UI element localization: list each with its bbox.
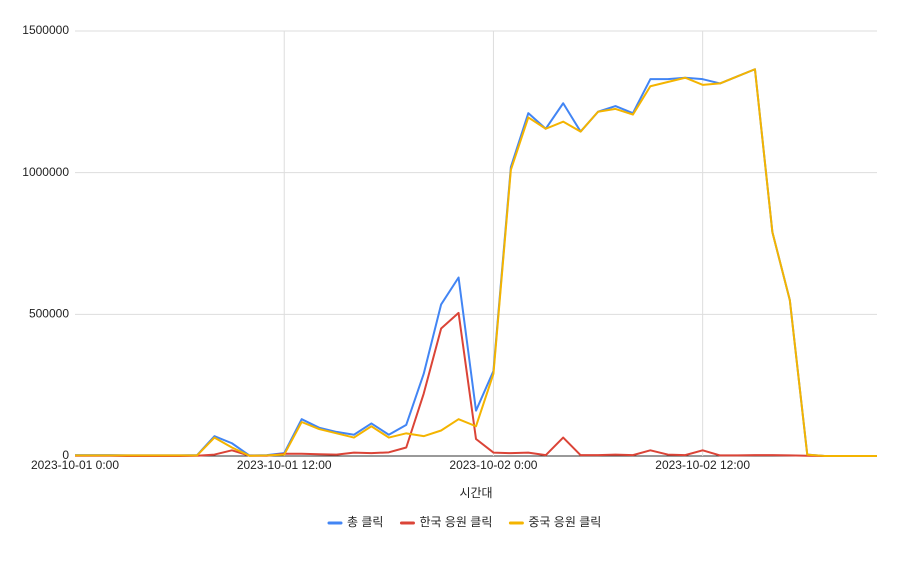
x-axis-title: 시간대 [459, 486, 492, 500]
legend-label: 총 클릭 [347, 515, 383, 529]
y-tick-label: 1500000 [22, 23, 69, 37]
y-tick-label: 0 [62, 448, 69, 462]
x-tick-label: 2023-10-01 12:00 [237, 458, 332, 472]
series-line [75, 311, 877, 457]
legend-label: 한국 응원 클릭 [419, 515, 492, 529]
y-tick-label: 500000 [29, 307, 69, 321]
series-line [75, 68, 877, 457]
x-tick-label: 2023-10-02 0:00 [449, 458, 537, 472]
x-tick-label: 2023-10-02 12:00 [655, 458, 750, 472]
legend-label: 중국 응원 클릭 [528, 515, 601, 529]
x-tick-label: 2023-10-01 0:00 [31, 458, 119, 472]
y-tick-label: 1000000 [22, 165, 69, 179]
